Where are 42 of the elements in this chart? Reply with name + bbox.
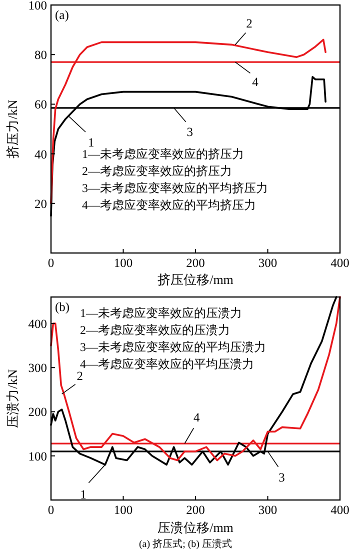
y-tick-label: 60 [34,98,47,112]
annotation: 3 [186,124,193,139]
x-tick-label: 400 [330,503,350,517]
annotation: 4—考虑应变率效应的平均压溃力 [80,357,254,371]
x-tick-label: 100 [114,256,133,270]
annotation: 4 [194,410,201,425]
x-tick-label: 300 [258,503,278,517]
y-tick-label: 40 [34,147,47,162]
annotation: 4 [252,75,260,90]
annotation: 2 [76,369,83,384]
y-tick-label: 300 [28,361,47,376]
annotation: 2—考虑应变率效应的挤压力 [82,164,232,178]
x-tick-label: 200 [186,256,205,270]
y-tick-label: 20 [34,196,47,211]
chart-title: (a) [55,8,69,22]
x-axis-title: 压溃位移/mm [158,520,234,535]
text: (a) 挤压式; (b) 压溃式 [138,538,232,550]
annotation: 1 [80,488,86,502]
chart-title: (b) [55,300,70,314]
x-tick-label: 400 [330,256,350,270]
annotation: 1 [88,136,94,150]
x-tick-label: 0 [48,256,54,270]
annotation: 1—未考虑应变率效应的挤压力 [82,147,244,161]
annotation: 1—未考虑应变率效应的压溃力 [80,306,242,320]
y-tick-label: 100 [28,449,47,464]
y-axis-title: 压溃力/kN [5,368,20,428]
y-tick-label: 100 [28,0,47,12]
x-tick-label: 200 [186,503,205,517]
annotation: 4—考虑应变率效应的平均挤压力 [82,198,256,212]
y-tick-label: 400 [28,316,47,331]
x-tick-label: 100 [114,503,133,517]
annotation: 3—未考虑应变率效应的平均挤压力 [82,181,268,195]
annotation: 2—考虑应变率效应的压溃力 [80,323,230,337]
y-tick-label: 80 [34,48,47,62]
annotation: 3—未考虑应变率效应的平均压溃力 [80,340,266,354]
x-tick-label: 300 [258,256,278,270]
x-axis-title: 挤压位移/mm [158,272,234,287]
x-tick-label: 0 [48,503,54,517]
y-tick-label: 200 [28,405,47,420]
annotation: 2 [246,16,252,31]
y-axis-title: 挤压力/kN [5,99,20,158]
annotation: 3 [278,470,285,484]
